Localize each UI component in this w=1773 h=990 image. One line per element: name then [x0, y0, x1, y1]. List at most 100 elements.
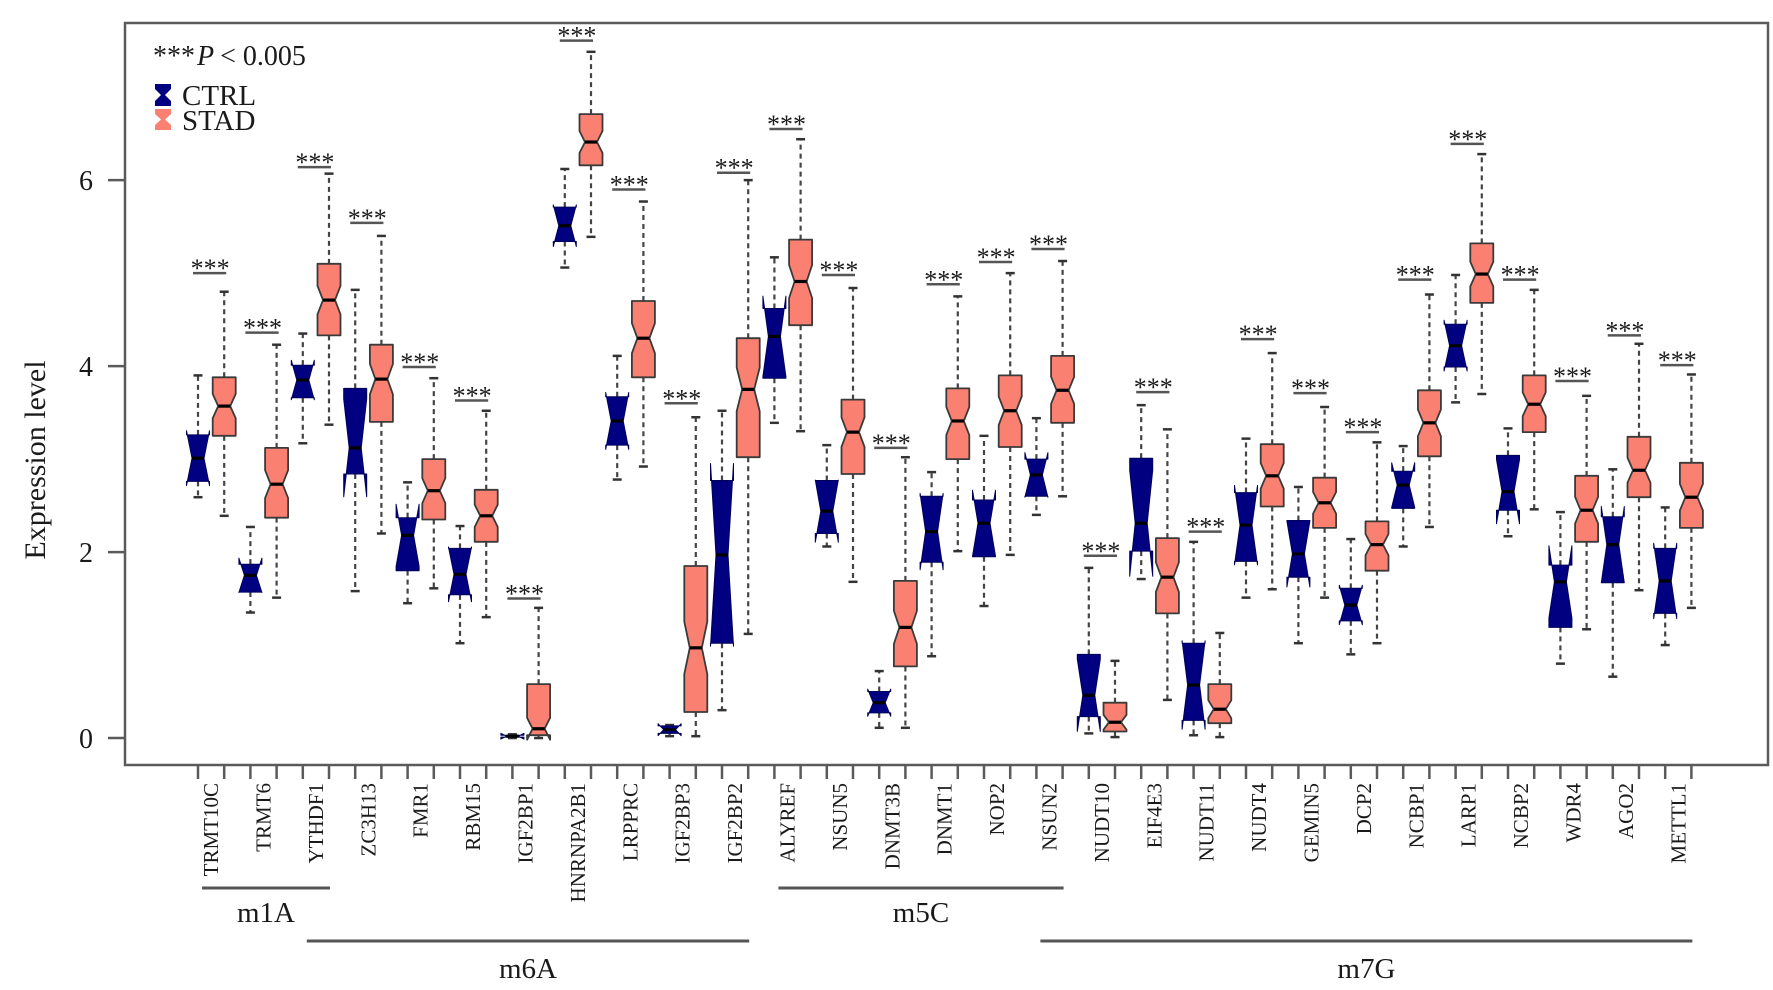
significance-label: ***	[295, 148, 334, 177]
significance-label: ***	[348, 204, 387, 233]
significance-label: ***	[1658, 346, 1697, 375]
legend-swatch-ctrl	[155, 84, 171, 106]
significance-label: ***	[1501, 261, 1540, 290]
box-stad-IGF2BP2	[735, 337, 761, 459]
y-tick-label: 2	[79, 538, 93, 569]
significance-markers: *** *** *** *** *** *** *** *** *** *** *** *** *** *…	[191, 22, 1697, 609]
x-tick-label: WDR4	[1562, 783, 1586, 843]
significance-label: ***	[1553, 362, 1592, 391]
box-ctrl-EIF4E3	[1129, 457, 1154, 577]
significance-label: ***	[243, 314, 282, 343]
x-tick-label: NCBP1	[1404, 783, 1428, 848]
y-axis-label: Expression level	[19, 360, 52, 559]
group-label: m7G	[1337, 953, 1395, 985]
significance-label: ***	[1134, 373, 1173, 402]
y-tick-label: 6	[79, 166, 93, 197]
x-tick-label: AGO2	[1614, 783, 1638, 839]
legend-swatch-stad	[155, 109, 171, 130]
x-tick-label: RBM15	[461, 783, 485, 851]
box-ctrl-NUDT10	[1076, 653, 1101, 732]
box-stad-NUDT11	[1207, 683, 1233, 725]
significance-label: ***	[400, 348, 439, 377]
significance-label: ***	[1396, 261, 1435, 290]
x-tick-label: NCBP2	[1509, 783, 1533, 848]
significance-label: ***	[1239, 320, 1278, 349]
group-label: m6A	[499, 953, 557, 985]
y-tick-label: 4	[79, 352, 93, 383]
significance-label: ***	[453, 382, 492, 411]
significance-label: ***	[1343, 413, 1382, 442]
significance-label: ***	[662, 384, 701, 413]
x-tick-label: TRMT10C	[199, 783, 223, 876]
significance-label: ***	[1605, 316, 1644, 345]
significance-note-stars: ***	[153, 41, 195, 72]
x-tick-label: TRMT6	[252, 783, 276, 852]
x-tick-label: HNRNPA2B1	[566, 783, 590, 902]
x-tick-label: NOP2	[985, 783, 1009, 836]
box-stad-IGF2BP1	[526, 683, 551, 741]
significance-label: ***	[1081, 537, 1120, 566]
significance-note: ***P < 0.005	[153, 41, 306, 72]
x-tick-label: IGF2BP1	[514, 783, 538, 864]
significance-label: ***	[1448, 125, 1487, 154]
significance-label: ***	[977, 243, 1016, 272]
box-stad-DNMT1	[945, 387, 971, 461]
box-ctrl-FMR1	[395, 503, 420, 572]
box-stad-IGF2BP3	[683, 565, 709, 713]
significance-label: ***	[715, 154, 754, 183]
legend: ***P < 0.005 CTRL STAD	[153, 41, 306, 137]
x-tick-label: IGF2BP2	[723, 783, 747, 864]
boxes	[186, 113, 1704, 741]
box-ctrl-ZC3H13	[343, 387, 368, 498]
x-tick-label: NUDT10	[1090, 783, 1114, 862]
significance-label: ***	[505, 580, 544, 609]
significance-note-p: P	[196, 41, 214, 72]
box-ctrl-WDR4	[1548, 545, 1573, 628]
x-tick-label: DCP2	[1352, 783, 1376, 834]
significance-label: ***	[557, 22, 596, 51]
box-stad-AGO2	[1626, 435, 1652, 499]
significance-label: ***	[610, 170, 649, 199]
box-ctrl-NCBP2	[1496, 454, 1520, 525]
box-stad-NUDT10	[1102, 701, 1128, 733]
box-stad-HNRNPA2B1	[578, 113, 604, 167]
box-stad-ZC3H13	[368, 343, 394, 423]
x-tick-label: LRPPRC	[618, 783, 642, 861]
group-label: m5C	[893, 897, 949, 929]
x-axis: TRMT10C TRMT6 YTHDF1 ZC3H13 FMR1 RBM15 IGF2BP1…	[196, 765, 1693, 902]
x-tick-label: IGF2BP3	[671, 783, 695, 864]
significance-label: ***	[872, 429, 911, 458]
whiskers	[193, 50, 1696, 740]
x-tick-label: ALYREF	[776, 783, 800, 863]
x-tick-label: EIF4E3	[1142, 783, 1166, 848]
x-tick-label: GEMIN5	[1300, 783, 1324, 862]
x-tick-label: NUDT4	[1247, 783, 1271, 852]
x-tick-label: LARP1	[1457, 783, 1481, 847]
significance-label: ***	[1291, 374, 1330, 403]
x-tick-label: ZC3H13	[356, 783, 380, 857]
x-tick-label: DNMT1	[933, 783, 957, 855]
box-stad-METTL1	[1679, 461, 1704, 529]
x-tick-label: NSUN5	[828, 783, 852, 851]
group-label: m1A	[237, 897, 295, 929]
significance-label: ***	[819, 256, 858, 285]
significance-label: ***	[767, 110, 806, 139]
legend-label-ctrl: CTRL	[182, 80, 256, 112]
modification-groups: m1A m6A m5C m7G	[202, 886, 1693, 985]
significance-label: ***	[1186, 513, 1225, 542]
legend-label-stad: STAD	[182, 105, 255, 137]
x-tick-label: DNMT3B	[880, 783, 904, 869]
x-tick-label: NUDT11	[1195, 783, 1219, 862]
significance-note-threshold: < 0.005	[220, 41, 306, 72]
box-stad-NSUN5	[840, 398, 866, 475]
y-tick-label: 0	[79, 724, 93, 755]
significance-label: ***	[191, 254, 230, 283]
x-tick-label: METTL1	[1666, 783, 1690, 863]
significance-label: ***	[924, 265, 963, 294]
y-axis: 0 2 4 6	[79, 166, 125, 755]
box-stad-DNMT3B	[893, 580, 918, 668]
x-tick-label: YTHDF1	[304, 783, 328, 864]
x-tick-label: NSUN2	[1038, 783, 1062, 851]
significance-label: ***	[1029, 230, 1068, 259]
